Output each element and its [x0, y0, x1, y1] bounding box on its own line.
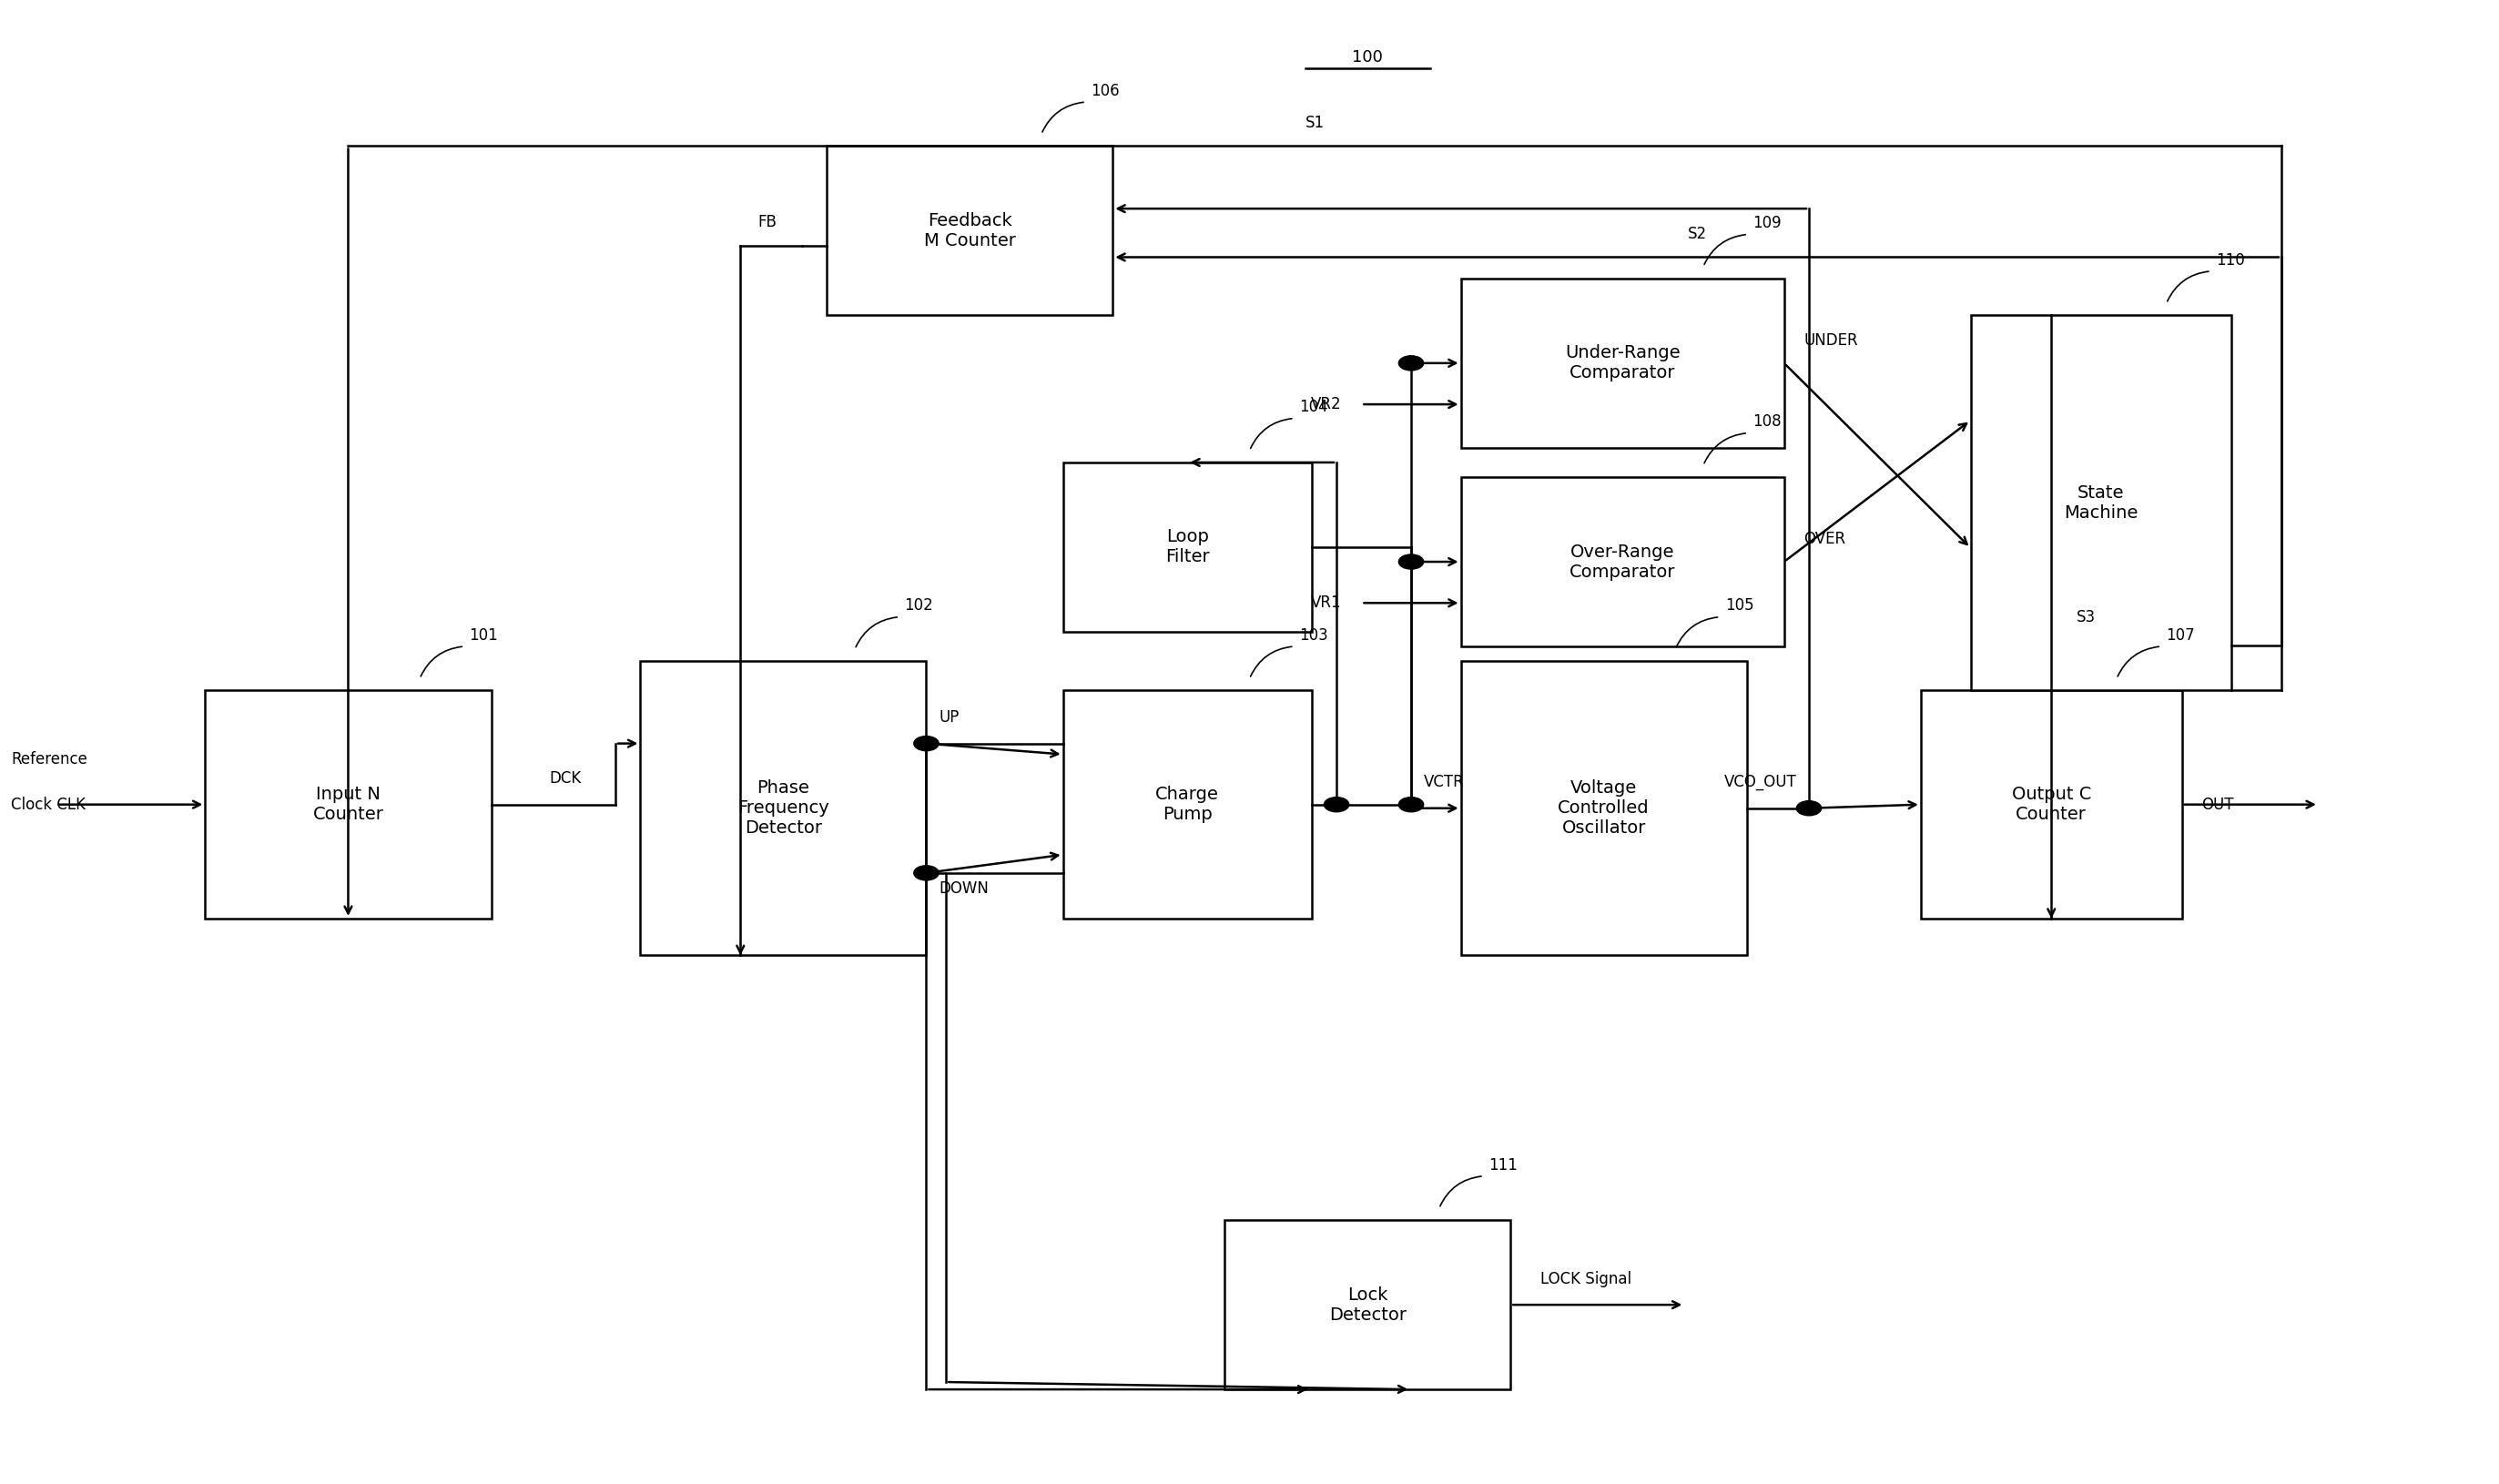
Text: Loop
Filter: Loop Filter — [1165, 528, 1210, 565]
Text: 102: 102 — [905, 598, 935, 614]
Text: State
Machine: State Machine — [2064, 484, 2139, 521]
FancyBboxPatch shape — [1062, 690, 1312, 919]
Text: 110: 110 — [2217, 252, 2244, 269]
Circle shape — [1324, 797, 1349, 812]
Text: Over-Range
Comparator: Over-Range Comparator — [1569, 543, 1674, 580]
Text: OVER: OVER — [1804, 531, 1847, 548]
FancyBboxPatch shape — [1972, 315, 2232, 690]
Circle shape — [1399, 555, 1424, 570]
FancyBboxPatch shape — [1462, 279, 1784, 448]
Text: 101: 101 — [470, 628, 497, 644]
Text: Feedback
M Counter: Feedback M Counter — [925, 212, 1015, 249]
Text: UNDER: UNDER — [1804, 332, 1859, 349]
Text: Phase
Frequency
Detector: Phase Frequency Detector — [737, 779, 830, 837]
Text: Lock
Detector: Lock Detector — [1329, 1287, 1407, 1324]
Circle shape — [1399, 356, 1424, 371]
FancyBboxPatch shape — [205, 690, 492, 919]
FancyBboxPatch shape — [640, 660, 927, 956]
FancyBboxPatch shape — [1462, 478, 1784, 647]
Text: OUT: OUT — [2202, 797, 2234, 813]
Text: Voltage
Controlled
Oscillator: Voltage Controlled Oscillator — [1557, 779, 1649, 837]
Text: VCTR: VCTR — [1424, 775, 1464, 791]
Text: 100: 100 — [1352, 49, 1382, 65]
Text: Charge
Pump: Charge Pump — [1155, 787, 1220, 824]
Text: 107: 107 — [2167, 628, 2194, 644]
Text: 111: 111 — [1489, 1156, 1517, 1174]
Text: VCO_OUT: VCO_OUT — [1724, 775, 1797, 791]
Text: 105: 105 — [1724, 598, 1754, 614]
Text: 109: 109 — [1752, 215, 1782, 232]
Text: DCK: DCK — [550, 770, 582, 787]
Text: DOWN: DOWN — [940, 880, 990, 896]
Text: 108: 108 — [1752, 414, 1782, 430]
Text: LOCK Signal: LOCK Signal — [1539, 1270, 1632, 1287]
Circle shape — [1797, 801, 1822, 816]
Text: Output C
Counter: Output C Counter — [2012, 787, 2092, 824]
Text: 106: 106 — [1092, 83, 1120, 99]
Text: Under-Range
Comparator: Under-Range Comparator — [1564, 344, 1679, 381]
Text: S3: S3 — [2077, 608, 2097, 625]
Text: Reference: Reference — [12, 751, 87, 767]
Text: S2: S2 — [1687, 226, 1707, 242]
Text: Input N
Counter: Input N Counter — [312, 787, 385, 824]
Text: UP: UP — [940, 709, 960, 726]
Text: Clock CLK: Clock CLK — [12, 797, 85, 813]
Text: 103: 103 — [1299, 628, 1327, 644]
Text: VR1: VR1 — [1312, 595, 1342, 611]
Circle shape — [915, 865, 940, 880]
Text: 104: 104 — [1299, 399, 1327, 416]
FancyBboxPatch shape — [827, 145, 1112, 315]
Circle shape — [1399, 797, 1424, 812]
Text: VR2: VR2 — [1312, 396, 1342, 413]
FancyBboxPatch shape — [1062, 463, 1312, 632]
FancyBboxPatch shape — [1225, 1220, 1509, 1389]
FancyBboxPatch shape — [1462, 660, 1747, 956]
Circle shape — [915, 736, 940, 751]
Text: S1: S1 — [1304, 114, 1324, 132]
Text: FB: FB — [757, 214, 777, 230]
FancyBboxPatch shape — [1922, 690, 2182, 919]
